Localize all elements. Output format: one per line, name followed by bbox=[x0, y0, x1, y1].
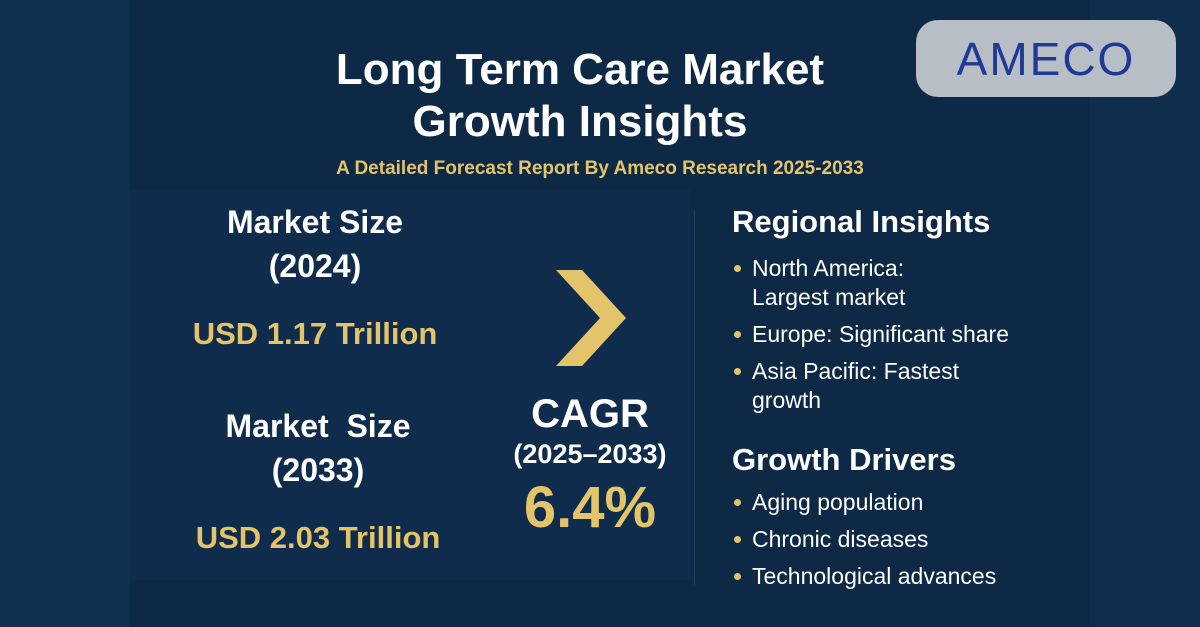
content-panel bbox=[130, 190, 690, 580]
ameco-logo: AMECO bbox=[916, 20, 1176, 97]
background-shape-right bbox=[1090, 0, 1200, 627]
cagr-period: (2025–2033) bbox=[513, 439, 667, 469]
title-line-2: Growth Insights bbox=[412, 97, 748, 146]
title-line-1: Long Term Care Market bbox=[335, 45, 825, 94]
market-size-value: USD 1.17 Trillion bbox=[192, 316, 438, 351]
divider bbox=[694, 210, 695, 585]
list-item: Chronic diseases bbox=[732, 525, 996, 554]
market-size-year: (2033) bbox=[271, 452, 365, 488]
regional-insights: Regional Insights North America: Largest… bbox=[732, 204, 1062, 423]
chevron-right-icon bbox=[556, 270, 626, 366]
subtitle: A Detailed Forecast Report By Ameco Rese… bbox=[336, 158, 864, 179]
market-size-2024: Market Size (2024) USD 1.17 Trillion bbox=[180, 200, 450, 352]
list-item: North America: Largest market bbox=[732, 254, 972, 312]
market-size-value: USD 2.03 Trillion bbox=[195, 520, 441, 555]
list-item: Asia Pacific: Fastest growth bbox=[732, 357, 992, 415]
market-size-label: Market Size bbox=[226, 204, 404, 240]
regional-insights-heading: Regional Insights bbox=[732, 204, 991, 239]
list-item: Technological advances bbox=[732, 562, 996, 591]
growth-drivers: Growth Drivers Aging population Chronic … bbox=[732, 442, 996, 599]
cagr-value: 6.4% bbox=[523, 475, 657, 540]
list-item: Europe: Significant share bbox=[732, 320, 1062, 349]
market-size-2033: Market Size (2033) USD 2.03 Trillion bbox=[183, 404, 453, 556]
market-size-label: Market Size bbox=[225, 408, 411, 444]
cagr-block: CAGR (2025–2033) 6.4% bbox=[490, 392, 690, 541]
cagr-label: CAGR bbox=[531, 392, 649, 436]
page-title: Long Term Care Market Growth Insights bbox=[230, 44, 930, 148]
market-size-year: (2024) bbox=[268, 248, 362, 284]
background-shape-left bbox=[0, 0, 130, 627]
growth-drivers-heading: Growth Drivers bbox=[732, 442, 956, 477]
list-item: Aging population bbox=[732, 488, 996, 517]
